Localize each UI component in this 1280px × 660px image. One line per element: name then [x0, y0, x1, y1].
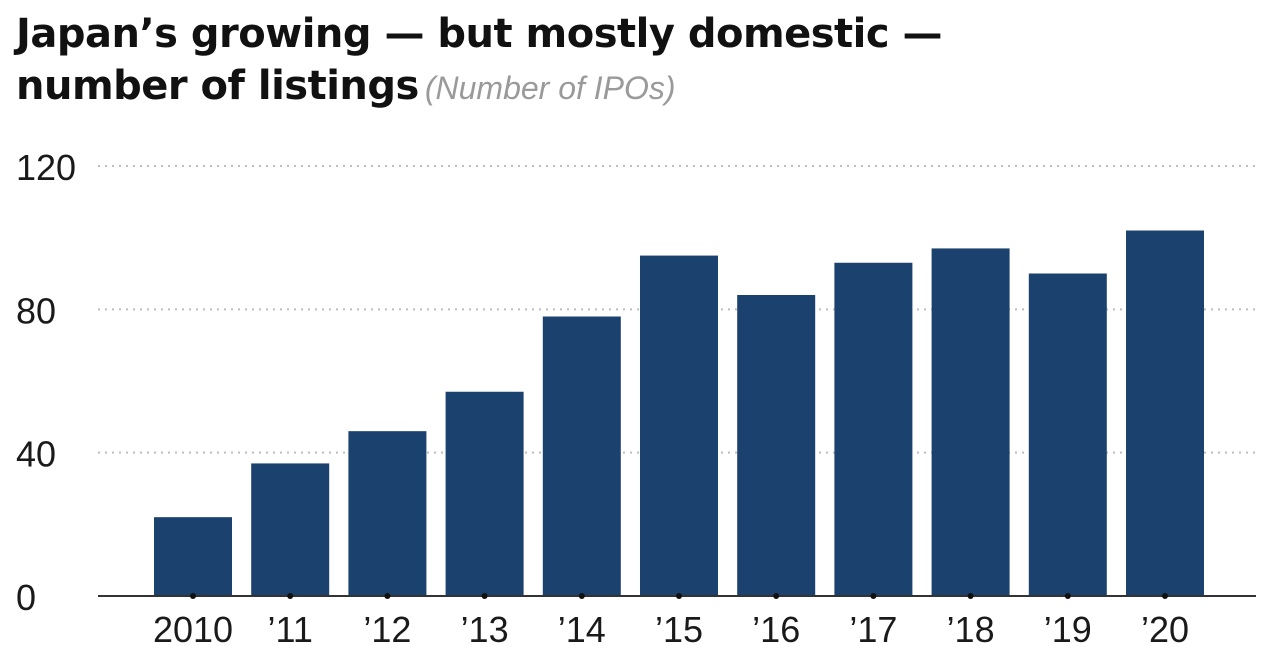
x-tick-mark [1064, 593, 1071, 599]
bar [348, 431, 427, 596]
chart-subtitle: (Number of IPOs) [424, 70, 676, 106]
chart-title-line-1: Japan’s growing — but mostly domestic — [16, 11, 943, 57]
x-tick-mark [1162, 593, 1168, 599]
x-tick-mark [967, 593, 974, 599]
y-tick-label: 40 [16, 434, 56, 475]
x-tick-label: ’14 [558, 609, 606, 650]
bar [251, 463, 330, 596]
bar [542, 316, 621, 596]
x-tick-label: ’15 [655, 609, 703, 650]
x-tick-mark [676, 593, 682, 599]
x-tick-label: ’11 [268, 609, 313, 650]
bar [834, 262, 913, 596]
bar [931, 248, 1010, 596]
bar [640, 255, 718, 597]
y-tick-label: 0 [16, 577, 36, 618]
x-tick-mark [384, 593, 391, 599]
y-tick-label: 120 [16, 147, 76, 188]
x-tick-mark [773, 593, 780, 599]
x-tick-mark [190, 593, 196, 599]
x-tick-label: ’12 [363, 609, 411, 650]
chart-title-block: Japan’s growing — but mostly domestic — … [16, 8, 1256, 114]
y-tick-label: 80 [16, 290, 56, 331]
x-tick-label: ’19 [1044, 609, 1092, 650]
chart-title-line-2: number of listings (Number of IPOs) [16, 60, 1256, 114]
x-tick-label: ’17 [849, 609, 897, 650]
x-tick-label: ’18 [947, 609, 995, 650]
x-tick-mark [578, 593, 585, 599]
x-tick-label: ’16 [752, 609, 800, 650]
bar [154, 517, 232, 596]
x-tick-mark [287, 593, 294, 599]
bar [445, 391, 524, 596]
bar [1126, 230, 1204, 596]
chart-title-line-2-text: number of listings [16, 63, 419, 109]
x-tick-label: ’20 [1141, 609, 1189, 650]
x-tick-mark [481, 593, 488, 599]
x-tick-mark [870, 593, 877, 599]
bar [737, 295, 816, 596]
bar [1028, 273, 1107, 596]
x-tick-label: ’13 [461, 609, 509, 650]
x-tick-label: 2010 [153, 609, 233, 650]
